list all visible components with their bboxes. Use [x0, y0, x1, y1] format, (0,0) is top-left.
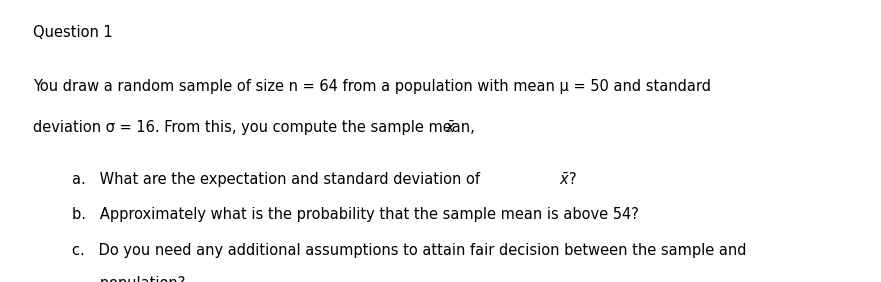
Text: c.   Do you need any additional assumptions to attain fair decision between the : c. Do you need any additional assumption… [72, 243, 747, 257]
Text: b.   Approximately what is the probability that the sample mean is above 54?: b. Approximately what is the probability… [72, 207, 639, 222]
Text: You draw a random sample of size n = 64 from a population with mean μ = 50 and s: You draw a random sample of size n = 64 … [33, 79, 712, 94]
Text: a.   What are the expectation and standard deviation of: a. What are the expectation and standard… [72, 172, 485, 187]
Text: deviation σ = 16. From this, you compute the sample mean,: deviation σ = 16. From this, you compute… [33, 120, 480, 135]
Text: Question 1: Question 1 [33, 25, 114, 40]
Text: $\bar{x}$?: $\bar{x}$? [559, 172, 577, 188]
Text: $\bar{x}$: $\bar{x}$ [445, 120, 456, 136]
Text: population?: population? [72, 276, 186, 282]
